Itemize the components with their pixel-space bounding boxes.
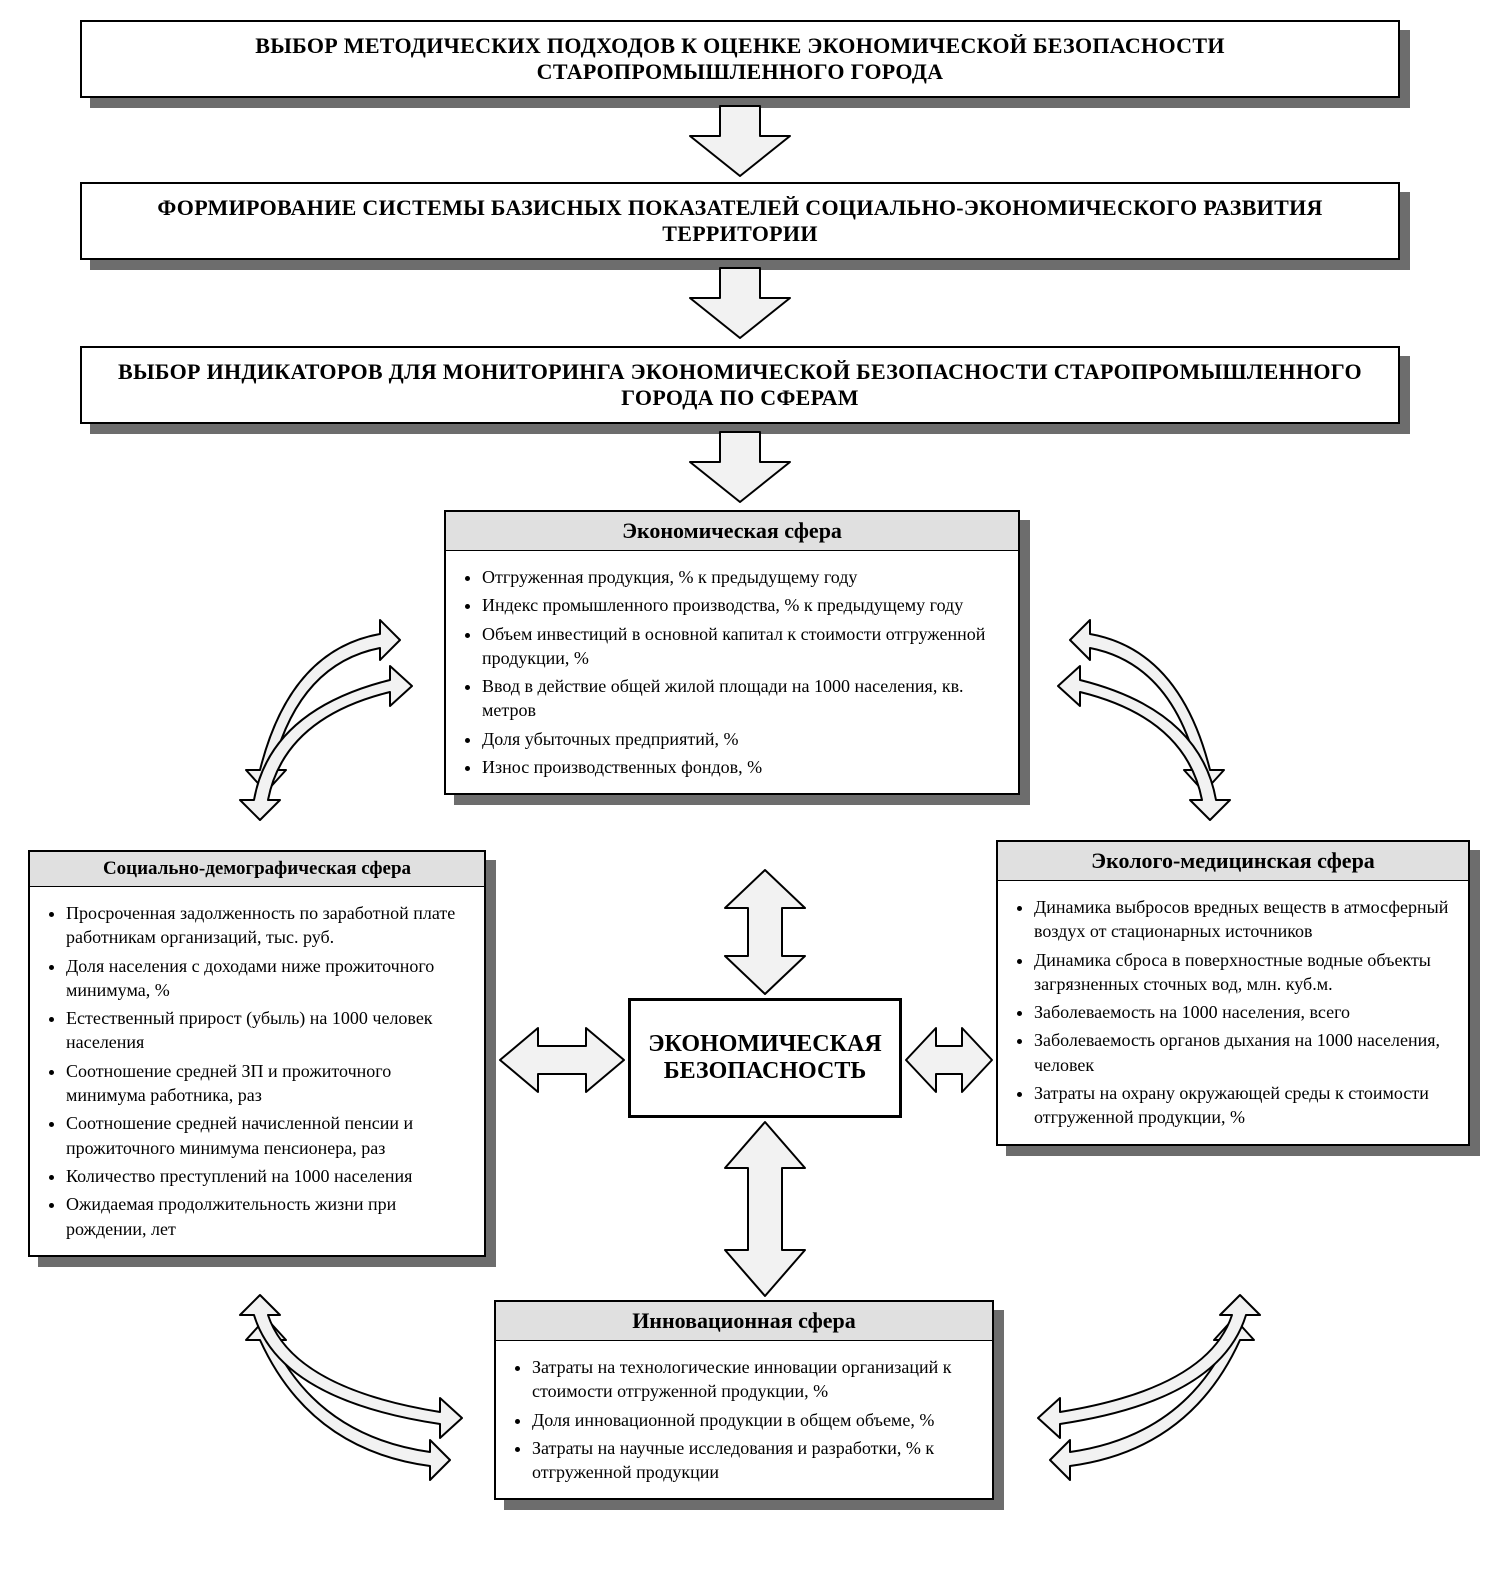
list-item: Естественный прирост (убыль) на 1000 чел… xyxy=(66,1006,470,1055)
sphere-social: Социально-демографическая сфера Просроче… xyxy=(28,850,486,1257)
arrow-top2-top3 xyxy=(690,268,790,338)
sphere-economic-title: Экономическая сфера xyxy=(622,518,842,543)
list-item: Динамика сброса в поверхностные водные о… xyxy=(1034,948,1454,997)
sphere-ecological-title: Эколого-медицинская сфера xyxy=(1091,848,1375,873)
list-item: Износ производственных фондов, % xyxy=(482,755,1004,779)
list-item: Заболеваемость органов дыхания на 1000 н… xyxy=(1034,1028,1454,1077)
list-item: Доля инновационной продукции в общем объ… xyxy=(532,1408,978,1432)
list-item: Отгруженная продукция, % к предыдущему г… xyxy=(482,565,1004,589)
sphere-innovation-title: Инновационная сфера xyxy=(632,1308,856,1333)
list-item: Доля населения с доходами ниже прожиточн… xyxy=(66,954,470,1003)
arrow-center-econ xyxy=(710,870,820,994)
arrow-top1-top2 xyxy=(690,106,790,176)
arrow-eco-innov xyxy=(1010,1280,1270,1480)
arrow-center-innov xyxy=(710,1122,820,1296)
top-box-3: ВЫБОР ИНДИКАТОРОВ ДЛЯ МОНИТОРИНГА ЭКОНОМ… xyxy=(80,346,1400,424)
arrow-econ-social xyxy=(230,620,430,840)
list-item: Затраты на научные исследования и разраб… xyxy=(532,1436,978,1485)
list-item: Динамика выбросов вредных веществ в атмо… xyxy=(1034,895,1454,944)
arrow-center-social xyxy=(500,1020,624,1100)
sphere-economic-list: Отгруженная продукция, % к предыдущему г… xyxy=(460,565,1004,779)
diagram-canvas: ВЫБОР МЕТОДИЧЕСКИХ ПОДХОДОВ К ОЦЕНКЕ ЭКО… xyxy=(20,20,1486,1561)
list-item: Индекс промышленного производства, % к п… xyxy=(482,593,1004,617)
list-item: Ввод в действие общей жилой площади на 1… xyxy=(482,674,1004,723)
list-item: Соотношение средней ЗП и прожиточного ми… xyxy=(66,1059,470,1108)
sphere-ecological: Эколого-медицинская сфера Динамика выбро… xyxy=(996,840,1470,1146)
list-item: Затраты на охрану окружающей среды к сто… xyxy=(1034,1081,1454,1130)
top-box-2-text: ФОРМИРОВАНИЕ СИСТЕМЫ БАЗИСНЫХ ПОКАЗАТЕЛЕ… xyxy=(106,195,1374,247)
list-item: Доля убыточных предприятий, % xyxy=(482,727,1004,751)
top-box-1-text: ВЫБОР МЕТОДИЧЕСКИХ ПОДХОДОВ К ОЦЕНКЕ ЭКО… xyxy=(106,33,1374,85)
list-item: Затраты на технологические инновации орг… xyxy=(532,1355,978,1404)
center-box: ЭКОНОМИЧЕСКАЯ БЕЗОПАСНОСТЬ xyxy=(628,998,902,1118)
list-item: Соотношение средней начисленной пенсии и… xyxy=(66,1111,470,1160)
list-item: Заболеваемость на 1000 населения, всего xyxy=(1034,1000,1454,1024)
sphere-ecological-list: Динамика выбросов вредных веществ в атмо… xyxy=(1012,895,1454,1130)
list-item: Количество преступлений на 1000 населени… xyxy=(66,1164,470,1188)
top-box-1: ВЫБОР МЕТОДИЧЕСКИХ ПОДХОДОВ К ОЦЕНКЕ ЭКО… xyxy=(80,20,1400,98)
sphere-social-list: Просроченная задолженность по заработной… xyxy=(44,901,470,1241)
top-box-3-text: ВЫБОР ИНДИКАТОРОВ ДЛЯ МОНИТОРИНГА ЭКОНОМ… xyxy=(106,359,1374,411)
top-box-2: ФОРМИРОВАНИЕ СИСТЕМЫ БАЗИСНЫХ ПОКАЗАТЕЛЕ… xyxy=(80,182,1400,260)
sphere-innovation-list: Затраты на технологические инновации орг… xyxy=(510,1355,978,1484)
arrow-econ-eco xyxy=(1040,620,1240,840)
sphere-innovation: Инновационная сфера Затраты на технологи… xyxy=(494,1300,994,1500)
arrow-center-eco xyxy=(906,1020,992,1100)
list-item: Ожидаемая продолжительность жизни при ро… xyxy=(66,1192,470,1241)
arrow-top3-econ xyxy=(690,432,790,502)
list-item: Объем инвестиций в основной капитал к ст… xyxy=(482,622,1004,671)
center-box-text: ЭКОНОМИЧЕСКАЯ БЕЗОПАСНОСТЬ xyxy=(647,1031,883,1085)
sphere-social-title: Социально-демографическая сфера xyxy=(103,858,411,879)
arrow-social-innov xyxy=(230,1280,490,1480)
list-item: Просроченная задолженность по заработной… xyxy=(66,901,470,950)
sphere-economic: Экономическая сфера Отгруженная продукци… xyxy=(444,510,1020,795)
